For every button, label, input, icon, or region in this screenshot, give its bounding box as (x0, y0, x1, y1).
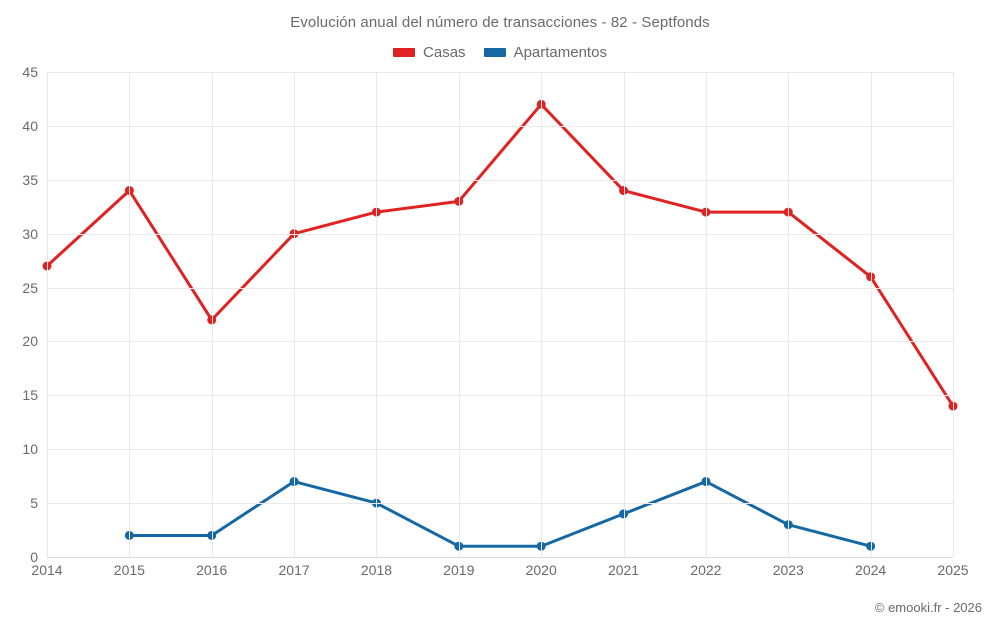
legend-label-apartamentos: Apartamentos (513, 44, 607, 61)
gridline-horizontal (47, 395, 953, 397)
x-axis-tick-label: 2016 (196, 562, 228, 578)
x-axis-tick-label: 2025 (937, 562, 969, 578)
gridline-horizontal (47, 341, 953, 343)
gridline-vertical (129, 72, 131, 557)
gridline-vertical (705, 72, 707, 557)
y-axis-tick-label: 45 (22, 64, 38, 80)
gridline-vertical (541, 72, 543, 557)
gridline-horizontal (47, 125, 953, 127)
gridline-horizontal (47, 287, 953, 289)
gridline-horizontal (47, 233, 953, 235)
x-axis-tick-label: 2023 (772, 562, 804, 578)
x-axis-tick-label: 2024 (855, 562, 887, 578)
x-axis-tick-label: 2019 (443, 562, 475, 578)
footer-credit: © emooki.fr - 2026 (874, 600, 982, 615)
gridline-horizontal (47, 72, 953, 73)
y-axis-tick-label: 35 (22, 171, 38, 188)
legend-item-apartamentos[interactable]: Apartamentos (483, 44, 607, 61)
x-axis-tick-label: 2020 (525, 562, 557, 578)
x-axis-tick-label: 2015 (113, 562, 145, 578)
y-axis-tick-label: 15 (22, 387, 38, 404)
x-axis-tick-label: 2022 (690, 562, 722, 578)
gridline-vertical (623, 72, 625, 557)
legend-item-casas[interactable]: Casas (393, 44, 466, 61)
legend-swatch-casas (393, 48, 416, 57)
chart-title: Evolución anual del número de transaccio… (290, 14, 710, 31)
y-axis-tick-label: 0 (30, 549, 38, 565)
gridline-horizontal (47, 449, 953, 451)
y-axis-tick-label: 10 (22, 441, 38, 458)
y-axis-tick-label: 25 (22, 279, 38, 296)
gridline-vertical (47, 72, 48, 557)
gridline-horizontal (47, 557, 953, 558)
y-axis-tick-label: 30 (22, 225, 38, 242)
x-axis-tick-label: 2017 (278, 562, 310, 578)
gridline-vertical (211, 72, 213, 557)
series-line (127, 480, 873, 548)
gridline-vertical (294, 72, 296, 557)
gridline-vertical (788, 72, 790, 557)
legend-swatch-apartamentos (483, 48, 506, 57)
gridline-vertical (953, 72, 954, 557)
plot-area (42, 72, 958, 558)
chart-legend: Casas Apartamentos (0, 44, 1000, 61)
y-axis-tick-labels: 0 5 10 15 20 25 30 35 40 45 (0, 64, 38, 565)
gridline-vertical (458, 72, 460, 557)
gridline-horizontal (47, 179, 953, 181)
y-axis-tick-label: 20 (22, 333, 38, 350)
legend-label-casas: Casas (423, 44, 466, 61)
x-axis-tick-labels: 2014 2015 2016 2017 2018 2019 2020 2021 2022 2023… (31, 562, 968, 586)
x-axis-tick-label: 2021 (607, 562, 640, 578)
series-lines (42, 99, 958, 551)
series-line (45, 102, 955, 408)
y-axis-tick-label: 5 (30, 495, 38, 512)
x-axis-tick-label: 2014 (31, 562, 63, 578)
x-axis-tick-label: 2018 (360, 562, 393, 578)
gridline-vertical (376, 72, 378, 557)
gridline-vertical (870, 72, 872, 557)
y-axis-tick-label: 40 (22, 117, 38, 134)
gridline-horizontal (47, 503, 953, 505)
